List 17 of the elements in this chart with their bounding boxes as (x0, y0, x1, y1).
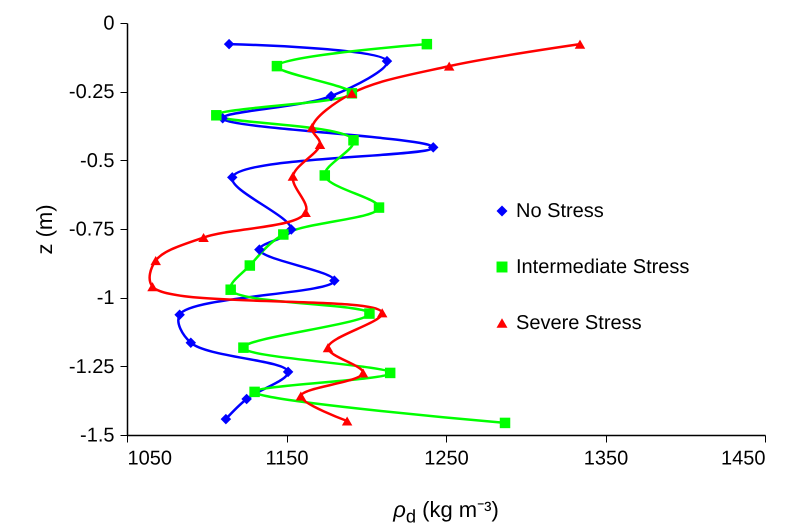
y-tick-label: -1 (96, 287, 114, 310)
x-tick-label: 1150 (265, 448, 309, 470)
x-tick-label: 1050 (128, 448, 172, 470)
x-axis-title: ρ$_{d}$ (kg m⁻³) (392, 496, 500, 528)
y-tick-label: -1.5 (80, 424, 114, 446)
y-axis-title: z (m) (32, 204, 57, 255)
y-tick-label: -0.25 (68, 81, 114, 104)
y-tick-label: -1.25 (68, 356, 114, 378)
x-tick-label: 1250 (424, 448, 469, 470)
y-tick-label: 0 (103, 12, 114, 34)
legend-label: Severe Stress (516, 312, 642, 334)
x-tick-label: 1450 (721, 448, 766, 470)
legend-label: Intermediate Stress (516, 256, 690, 278)
y-tick-label: -0.5 (80, 150, 114, 172)
legend-label: No Stress (516, 200, 604, 222)
x-tick-label: 1350 (584, 448, 628, 470)
y-tick-label: -0.75 (68, 218, 114, 240)
